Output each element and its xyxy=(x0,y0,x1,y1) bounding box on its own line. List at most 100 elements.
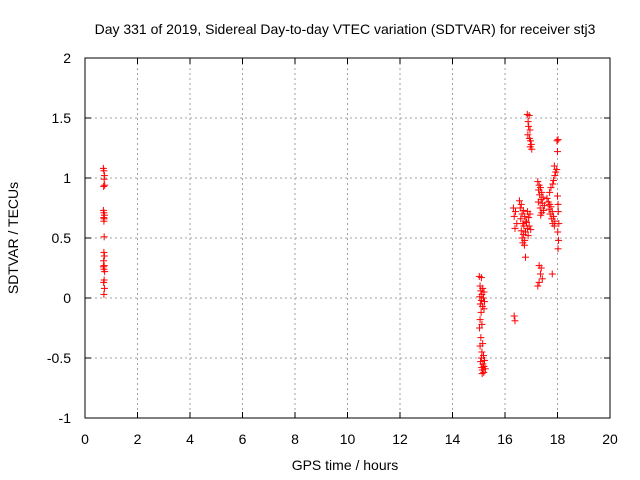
data-point xyxy=(100,217,108,225)
data-point xyxy=(534,282,542,290)
data-point xyxy=(526,137,534,145)
x-tick-label: 6 xyxy=(239,431,247,447)
data-point xyxy=(100,248,108,256)
data-point xyxy=(535,278,543,286)
data-point xyxy=(476,293,484,301)
data-point xyxy=(548,270,556,278)
data-point xyxy=(101,268,109,276)
data-point xyxy=(481,356,489,364)
data-point xyxy=(554,245,562,253)
data-point xyxy=(543,194,551,202)
data-point xyxy=(554,208,562,216)
data-point xyxy=(538,275,546,283)
data-point xyxy=(525,214,533,222)
data-point xyxy=(515,197,523,205)
data-point xyxy=(527,226,535,234)
x-tick-label: 16 xyxy=(497,431,513,447)
x-tick-label: 12 xyxy=(392,431,408,447)
data-point xyxy=(554,136,562,144)
data-point xyxy=(534,178,542,186)
data-point xyxy=(553,137,561,145)
y-tick-label: 0.5 xyxy=(52,230,72,246)
data-point xyxy=(513,220,521,228)
data-point xyxy=(476,316,484,324)
data-point xyxy=(521,212,529,220)
x-tick-label: 2 xyxy=(134,431,142,447)
data-point xyxy=(554,192,561,200)
data-point xyxy=(553,166,561,174)
data-point xyxy=(549,180,557,188)
x-tick-label: 4 xyxy=(186,431,194,447)
data-point xyxy=(540,202,548,210)
data-point xyxy=(511,224,519,232)
data-point xyxy=(510,212,518,220)
data-point xyxy=(100,290,108,298)
data-point xyxy=(476,324,484,332)
data-point xyxy=(477,287,485,295)
data-point xyxy=(510,312,518,320)
data-point xyxy=(100,167,108,175)
y-tick-labels: -1 -0.5 0 0.5 1 1.5 2 xyxy=(47,50,71,426)
data-point xyxy=(551,172,559,180)
x-axis-label: GPS time / hours xyxy=(292,457,399,473)
data-point xyxy=(525,122,533,130)
data-point xyxy=(100,233,108,241)
data-point xyxy=(520,241,528,249)
data-point xyxy=(537,264,545,272)
axis-ticks xyxy=(84,57,611,419)
data-point xyxy=(528,145,536,153)
data-point xyxy=(101,181,109,189)
data-point xyxy=(554,200,562,208)
data-point xyxy=(100,257,108,265)
data-point xyxy=(555,236,563,244)
data-point xyxy=(481,298,489,306)
data-point xyxy=(526,126,534,134)
data-point xyxy=(477,308,485,316)
data-point xyxy=(546,188,554,196)
data-point xyxy=(550,222,558,230)
data-point xyxy=(525,222,533,230)
data-point xyxy=(555,220,563,228)
data-point xyxy=(547,184,555,192)
grid-lines xyxy=(85,58,610,418)
data-point xyxy=(478,348,486,356)
data-point xyxy=(523,218,531,226)
data-point xyxy=(554,148,561,156)
data-point xyxy=(537,211,545,219)
data-point xyxy=(480,305,488,313)
y-tick-label: 1 xyxy=(63,170,71,186)
y-tick-label: -1 xyxy=(59,410,72,426)
data-point xyxy=(554,228,562,236)
data-point xyxy=(524,131,532,139)
data-point xyxy=(521,253,529,261)
data-point xyxy=(517,200,525,208)
x-tick-labels: 0 2 4 6 8 10 12 14 16 18 20 xyxy=(81,431,618,447)
x-tick-label: 20 xyxy=(602,431,618,447)
data-point xyxy=(550,176,558,184)
x-tick-label: 14 xyxy=(445,431,461,447)
data-point xyxy=(100,278,108,286)
data-points xyxy=(99,110,563,378)
data-point xyxy=(477,274,485,282)
data-point xyxy=(477,296,485,304)
x-tick-label: 8 xyxy=(291,431,299,447)
data-point xyxy=(523,110,531,118)
data-point xyxy=(100,252,108,260)
data-point xyxy=(517,227,525,235)
data-point xyxy=(476,342,484,350)
data-point xyxy=(550,162,558,170)
x-tick-label: 18 xyxy=(550,431,566,447)
data-point xyxy=(478,320,486,328)
data-point xyxy=(519,230,527,238)
chart-title: Day 331 of 2019, Sidereal Day-to-day VTE… xyxy=(95,21,596,37)
data-point xyxy=(536,270,544,278)
data-point xyxy=(524,232,532,240)
y-axis-label: SDTVAR / TECUs xyxy=(5,182,21,294)
data-point xyxy=(511,317,519,325)
data-point xyxy=(524,208,532,216)
data-point xyxy=(525,112,533,120)
data-point xyxy=(100,182,108,190)
y-tick-label: 0 xyxy=(63,290,71,306)
data-point xyxy=(100,175,108,183)
